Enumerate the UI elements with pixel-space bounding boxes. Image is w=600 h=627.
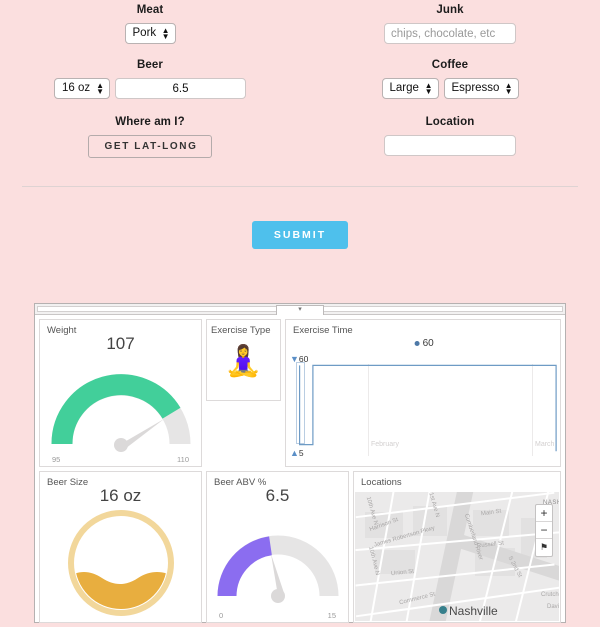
beer-size-liquid-svg xyxy=(67,510,174,616)
map-area-label: NASHVILLE xyxy=(543,500,559,506)
section-divider xyxy=(22,186,578,187)
dashboard-body: Weight 107 95 110 Exercise Type 🧘‍♀️ xyxy=(35,315,565,627)
junk-input[interactable] xyxy=(384,23,516,44)
exercise-time-card-title: Exercise Time xyxy=(293,325,353,336)
field-meat: Meat Pork ▲ ▼ xyxy=(0,0,300,44)
map-street-label: Union St xyxy=(390,568,415,578)
form-grid: Meat Pork ▲▼ Junk Beer xyxy=(0,0,600,158)
map-location-marker[interactable] xyxy=(439,606,447,614)
beer-abv-gauge-max-label: 15 xyxy=(327,611,336,620)
beer-control: 16 oz ▲ ▼ xyxy=(0,78,300,99)
locate-pin-icon[interactable]: ⚑ xyxy=(539,542,549,552)
map-block xyxy=(413,506,447,536)
exercise-time-plot: ▼60 ▲5 February March xyxy=(290,350,558,460)
weight-gauge-min-label: 95 xyxy=(52,455,61,464)
beer-abv-gauge-min-label: 0 xyxy=(219,611,224,620)
card-locations: Locations xyxy=(353,471,561,623)
meat-control: Pork ▲ ▼ xyxy=(0,23,300,44)
exercise-type-card-title: Exercise Type xyxy=(211,325,271,336)
triangle-down-icon: ▼ xyxy=(290,354,299,364)
exercise-time-range-slider[interactable] xyxy=(296,362,305,444)
location-label: Location xyxy=(425,116,475,128)
coffee-label: Coffee xyxy=(431,59,469,71)
beer-size-select[interactable]: 16 oz xyxy=(54,78,110,99)
gridline-february xyxy=(368,364,369,456)
card-beer-size: Beer Size 16 oz xyxy=(39,471,202,623)
field-coffee: Coffee Large ▲ ▼ Espresso ▲ ▼ xyxy=(300,55,600,99)
map-street-label: Crutcher xyxy=(541,592,559,598)
coffee-kind-select[interactable]: Espresso xyxy=(443,78,519,99)
beer-abv-input[interactable] xyxy=(115,78,246,99)
zoom-in-icon[interactable]: + xyxy=(536,505,552,522)
weight-value: 107 xyxy=(106,334,135,353)
exercise-type-column: Exercise Type 🧘‍♀️ xyxy=(206,319,281,467)
meat-select-wrap[interactable]: Pork ▲ ▼ xyxy=(124,23,176,44)
series-dot-icon xyxy=(414,340,420,346)
triangle-up-icon: ▲ xyxy=(290,448,299,458)
weight-gauge-max-label: 110 xyxy=(177,455,189,464)
location-input[interactable] xyxy=(384,135,516,156)
dashboard-panel: ▾ Weight 107 95 110 Exercise Typ xyxy=(34,303,566,623)
coffee-size-select-wrap[interactable]: Large ▲ ▼ xyxy=(381,78,439,99)
beer-size-select-wrap[interactable]: 16 oz ▲ ▼ xyxy=(54,78,110,99)
exercise-time-data-label: 60 xyxy=(414,338,434,349)
where-am-i-control: GET LAT-LONG xyxy=(0,135,300,158)
where-am-i-label: Where am I? xyxy=(115,116,185,128)
locations-map[interactable]: 10th Ave N Harrison St James Robertson P… xyxy=(355,492,559,621)
meat-label: Meat xyxy=(136,4,164,16)
coffee-kind-select-wrap[interactable]: Espresso ▲ ▼ xyxy=(443,78,519,99)
weight-card-title: Weight xyxy=(47,325,77,336)
exercise-time-line-svg xyxy=(292,350,558,460)
exercise-time-max-handle[interactable]: ▼60 xyxy=(290,354,309,364)
meat-select[interactable]: Pork xyxy=(124,23,176,44)
beer-size-value: 16 oz xyxy=(99,486,142,505)
beer-abv-card-title: Beer ABV % xyxy=(214,477,267,488)
gridline-label-february: February xyxy=(371,441,400,448)
coffee-control: Large ▲ ▼ Espresso ▲ ▼ xyxy=(300,78,600,99)
locations-card-title: Locations xyxy=(361,477,402,488)
junk-control xyxy=(300,23,600,44)
card-beer-abv: Beer ABV % 6.5 0 15 xyxy=(206,471,349,623)
card-exercise-time: Exercise Time 60 ▼60 ▲5 Feb xyxy=(285,319,561,467)
beer-abv-value: 6.5 xyxy=(265,486,290,505)
junk-label: Junk xyxy=(436,4,464,16)
map-city-label: Nashville xyxy=(449,604,498,618)
field-beer: Beer 16 oz ▲ ▼ xyxy=(0,55,300,99)
coffee-size-select[interactable]: Large xyxy=(381,78,439,99)
intake-form: Meat Pork ▲▼ Junk Beer xyxy=(0,0,600,249)
map-zoom-controls: + − ⚑ xyxy=(535,504,553,557)
dashboard-tab-dropdown[interactable]: ▾ xyxy=(276,305,324,315)
submit-button[interactable]: SUBMIT xyxy=(251,221,349,249)
beer-size-card-title: Beer Size xyxy=(47,477,89,488)
exercise-time-min-handle[interactable]: ▲5 xyxy=(290,448,304,458)
dashboard-toolbar: ▾ xyxy=(35,304,565,315)
map-street-label: Davids xyxy=(547,604,559,610)
get-lat-long-button[interactable]: GET LAT-LONG xyxy=(87,135,213,158)
beer-abv-gauge-svg xyxy=(217,535,339,603)
location-control xyxy=(300,135,600,156)
beer-label: Beer xyxy=(137,59,163,71)
weight-gauge-svg xyxy=(51,374,191,452)
gridline-march xyxy=(532,364,533,456)
dashboard-row-1: Weight 107 95 110 Exercise Type 🧘‍♀️ xyxy=(39,319,561,467)
field-location: Location xyxy=(300,112,600,158)
dashboard-row-2: Beer Size 16 oz Beer ABV % xyxy=(39,471,561,623)
field-junk: Junk xyxy=(300,0,600,44)
beer-size-liquid-fill xyxy=(40,508,201,618)
yoga-lotus-emoji: 🧘‍♀️ xyxy=(224,345,263,378)
card-weight: Weight 107 95 110 xyxy=(39,319,202,467)
card-exercise-type: Exercise Type 🧘‍♀️ xyxy=(206,319,281,401)
field-where-am-i: Where am I? GET LAT-LONG xyxy=(0,112,300,158)
zoom-out-icon[interactable]: − xyxy=(536,522,552,539)
submit-row: SUBMIT xyxy=(0,221,600,249)
gridline-label-march: March xyxy=(535,441,555,448)
